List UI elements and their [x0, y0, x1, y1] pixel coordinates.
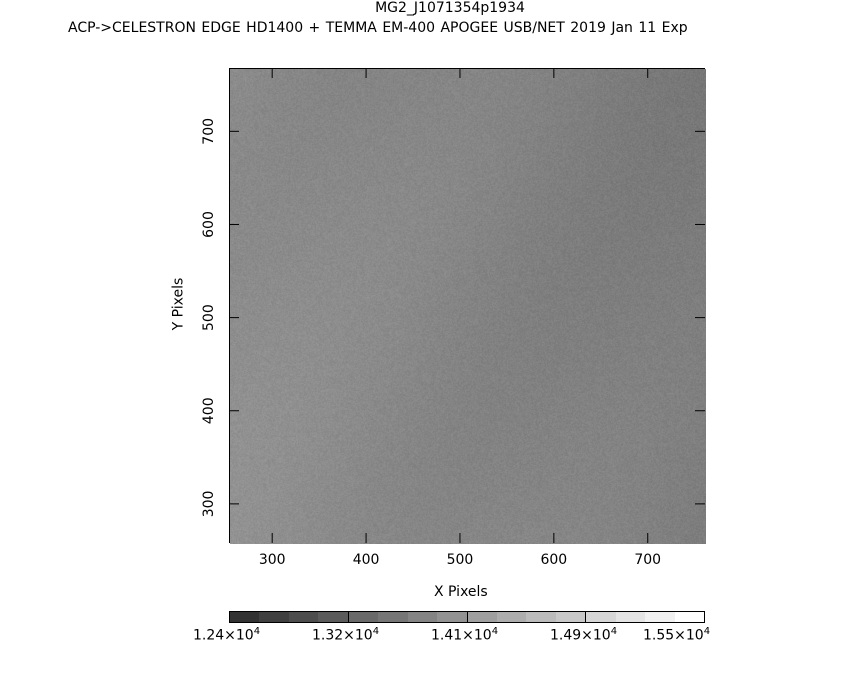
colorbar-level: [230, 612, 259, 622]
x-tick-label: 700: [634, 552, 661, 568]
y-tick-label: 300: [201, 491, 217, 518]
x-tick-label: 600: [540, 552, 567, 568]
colorbar-level: [378, 612, 407, 622]
y-tick-label: 500: [201, 304, 217, 331]
x-axis-label: X Pixels: [434, 584, 488, 600]
colorbar-level: [645, 612, 674, 622]
colorbar-level: [526, 612, 555, 622]
colorbar-tick-label: 1.24×104: [193, 626, 260, 644]
colorbar-tick-label: 1.49×104: [550, 626, 617, 644]
colorbar-tick-label: 1.55×104: [643, 626, 710, 644]
x-tick-label: 500: [447, 552, 474, 568]
colorbar-tick-label: 1.41×104: [431, 626, 498, 644]
colorbar-tick-label: 1.32×104: [312, 626, 379, 644]
y-tick-label: 700: [201, 118, 217, 145]
y-axis-label: Y Pixels: [170, 278, 186, 331]
colorbar-level: [318, 612, 348, 622]
colorbar: [229, 611, 705, 623]
colorbar-level: [349, 612, 378, 622]
colorbar-level: [586, 612, 615, 622]
colorbar-level: [408, 612, 437, 622]
colorbar-level: [437, 612, 467, 622]
colorbar-level: [468, 612, 497, 622]
y-tick-label: 400: [201, 397, 217, 424]
colorbar-level: [497, 612, 526, 622]
colorbar-level: [616, 612, 645, 622]
colorbar-level: [289, 612, 318, 622]
colorbar-level: [556, 612, 586, 622]
x-tick-label: 300: [259, 552, 286, 568]
colorbar-level: [259, 612, 288, 622]
x-tick-label: 400: [353, 552, 380, 568]
colorbar-level: [675, 612, 704, 622]
y-tick-label: 600: [201, 211, 217, 238]
